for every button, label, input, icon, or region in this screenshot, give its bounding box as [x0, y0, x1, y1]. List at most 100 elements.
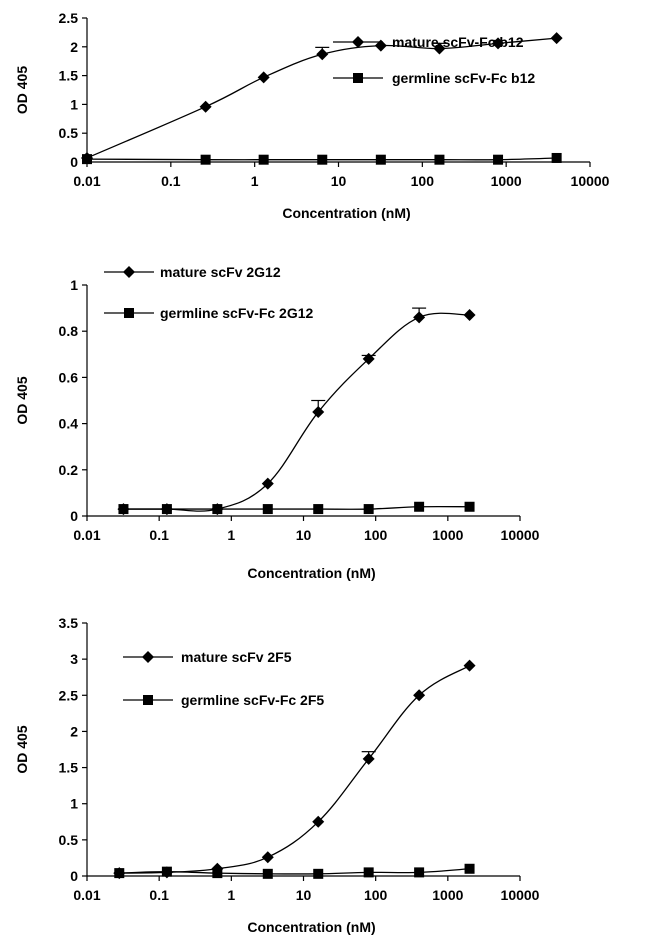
chart-2-series-2-point [363, 504, 374, 515]
chart-3-series-1-point [362, 752, 375, 765]
chart-3-x-tick-label: 1 [227, 887, 235, 903]
chart-1-x-axis-title: Concentration (nM) [282, 205, 410, 221]
chart-3-x-tick-label: 0.01 [73, 887, 100, 903]
chart-3-y-tick-label: 3 [70, 651, 78, 667]
chart-2-series-2-point [212, 504, 223, 515]
chart-3-y-tick-label: 1 [70, 796, 78, 812]
chart-3-series-1-point [463, 659, 476, 672]
chart-1-legend-2-marker [353, 73, 363, 83]
chart-3-series-2-point [464, 863, 475, 874]
chart-3-x-tick-label: 1000 [432, 887, 463, 903]
chart-3-series-2-point [363, 867, 374, 878]
chart-2-y-tick-label: 0 [70, 508, 78, 524]
chart-1-legend-1-marker [352, 36, 364, 48]
chart-1-y-axis-title: OD 405 [14, 66, 30, 114]
chart-3-y-tick-label: 1.5 [59, 760, 79, 776]
chart-3-legend-2-label: germline scFv-Fc 2F5 [181, 692, 324, 708]
chart-1-series-1-point [433, 42, 446, 55]
chart-2-x-tick-label: 1000 [432, 527, 463, 543]
chart-3-x-tick-label: 0.1 [149, 887, 169, 903]
chart-3-series-1-point [312, 815, 325, 828]
chart-3-x-tick-label: 10000 [501, 887, 540, 903]
chart-2-series-1-point [463, 309, 476, 322]
chart-1-x-tick-label: 100 [411, 173, 435, 189]
chart-2-y-tick-label: 1 [70, 277, 78, 293]
chart-1-y-tick-label: 0.5 [59, 125, 79, 141]
chart-1-series-1-point [550, 32, 563, 45]
chart-1-x-tick-label: 10 [331, 173, 347, 189]
chart-3-y-axis-title: OD 405 [14, 725, 30, 773]
chart-2-y-tick-label: 0.4 [59, 416, 79, 432]
chart-3-series-2-point [212, 868, 223, 879]
chart-3-series-2-point [414, 867, 425, 878]
chart-1-series-1-point [199, 100, 212, 113]
chart-1-legend-1-label: mature scFv-Fc b12 [392, 34, 524, 50]
chart-3-y-tick-label: 2 [70, 723, 78, 739]
chart-3-x-axis-title: Concentration (nM) [247, 919, 375, 935]
chart-1-series-2-point [200, 154, 211, 165]
chart-1-legend-2-label: germline scFv-Fc b12 [392, 70, 535, 86]
chart-3-y-tick-label: 3.5 [59, 615, 79, 631]
chart-2-series-1-point [261, 477, 274, 490]
chart-1-x-tick-label: 1000 [491, 173, 522, 189]
chart-3-series-2-point [313, 868, 324, 879]
chart-2-legend-2-label: germline scFv-Fc 2G12 [160, 305, 314, 321]
chart-1-series-1-point [257, 71, 270, 84]
chart-3-series-1-point [261, 851, 274, 864]
chart-3-y-tick-label: 2.5 [59, 687, 79, 703]
chart-3-x-tick-label: 100 [364, 887, 388, 903]
chart-3-series-1-point [413, 689, 426, 702]
chart-2-legend-1-marker [123, 266, 135, 278]
chart-2-y-tick-label: 0.8 [59, 323, 79, 339]
chart-2-series-2-point [161, 504, 172, 515]
chart-2-x-tick-label: 10000 [501, 527, 540, 543]
chart-1-series-1-point [316, 48, 329, 61]
chart-1-y-tick-label: 2.5 [59, 10, 79, 26]
chart-1-series-2-point [434, 154, 445, 165]
chart-2-series-1-point [312, 406, 325, 419]
chart-1-series-2-point [551, 152, 562, 163]
chart-3-y-tick-label: 0 [70, 868, 78, 884]
chart-1-series-1-point [492, 37, 505, 50]
chart-1-x-tick-label: 0.1 [161, 173, 181, 189]
chart-1-series-2-point [258, 154, 269, 165]
chart-1-y-tick-label: 1.5 [59, 68, 79, 84]
chart-1-y-tick-label: 1 [70, 96, 78, 112]
chart-3-legend-1-marker [142, 651, 154, 663]
chart-3-series-2-point [262, 868, 273, 879]
chart-1-x-tick-label: 1 [251, 173, 259, 189]
chart-2-y-tick-label: 0.2 [59, 462, 79, 478]
chart-2-x-tick-label: 100 [364, 527, 388, 543]
chart-1-series-2-point [375, 154, 386, 165]
chart-2-series-2-point [313, 504, 324, 515]
chart-1-y-tick-label: 2 [70, 39, 78, 55]
chart-2-legend-2-marker [124, 308, 134, 318]
chart-3-legend-1-label: mature scFv 2F5 [181, 649, 292, 665]
chart-2-x-axis-title: Concentration (nM) [247, 565, 375, 581]
chart-1-series-2-point [82, 154, 92, 165]
chart-2-series-1-line [123, 312, 470, 512]
chart-3-series-2-point [114, 868, 125, 879]
chart-2-series-2-point [118, 504, 129, 515]
chart-1-y-tick-label: 0 [70, 154, 78, 170]
chart-2-x-tick-label: 10 [296, 527, 312, 543]
chart-1-x-tick-label: 10000 [571, 173, 610, 189]
chart-2-series-2-point [262, 504, 273, 515]
chart-3-y-tick-label: 0.5 [59, 832, 79, 848]
chart-1-series-2-point [317, 154, 328, 165]
chart-2-y-axis-title: OD 405 [14, 376, 30, 424]
chart-2-x-tick-label: 0.1 [149, 527, 169, 543]
chart-2-x-tick-label: 1 [227, 527, 235, 543]
chart-2-series-1-point [413, 311, 426, 324]
chart-1-series-1-line [86, 37, 557, 159]
chart-3-x-tick-label: 10 [296, 887, 312, 903]
chart-3-legend-2-marker [143, 695, 153, 705]
chart-2-y-tick-label: 0.6 [59, 369, 79, 385]
chart-1-x-tick-label: 0.01 [73, 173, 100, 189]
chart-1-series-2-point [493, 154, 504, 165]
chart-2-legend-1-label: mature scFv 2G12 [160, 264, 281, 280]
chart-2-series-2-point [464, 501, 475, 512]
chart-2-x-tick-label: 0.01 [73, 527, 100, 543]
